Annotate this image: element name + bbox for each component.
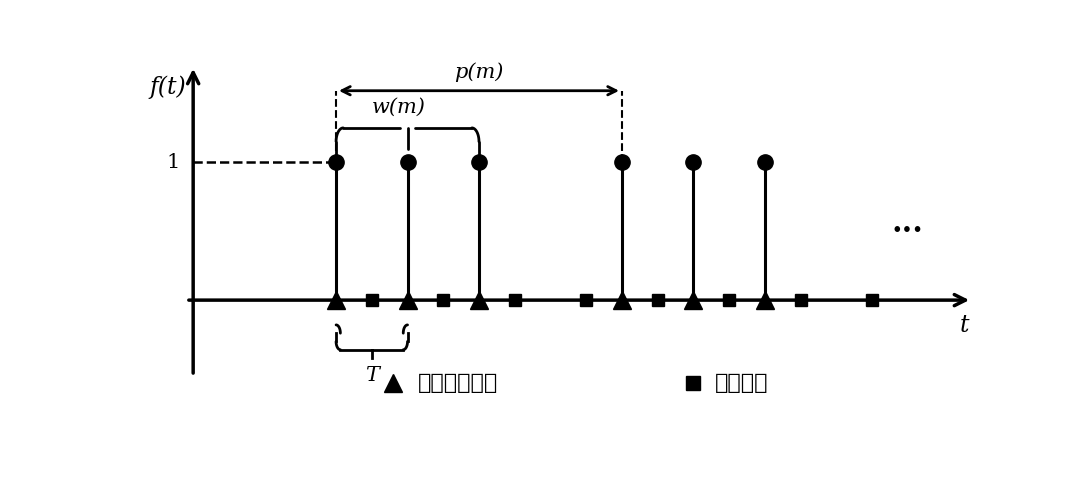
- Text: t: t: [960, 314, 969, 337]
- Text: 系统采样: 系统采样: [715, 373, 768, 393]
- Text: p(m): p(m): [455, 63, 504, 83]
- Text: ···: ···: [892, 215, 924, 247]
- Text: 1: 1: [166, 153, 181, 172]
- Text: f(t): f(t): [150, 76, 186, 99]
- Text: w(m): w(m): [372, 98, 425, 117]
- Text: T: T: [364, 366, 379, 385]
- Text: 目标发射信号: 目标发射信号: [418, 373, 498, 393]
